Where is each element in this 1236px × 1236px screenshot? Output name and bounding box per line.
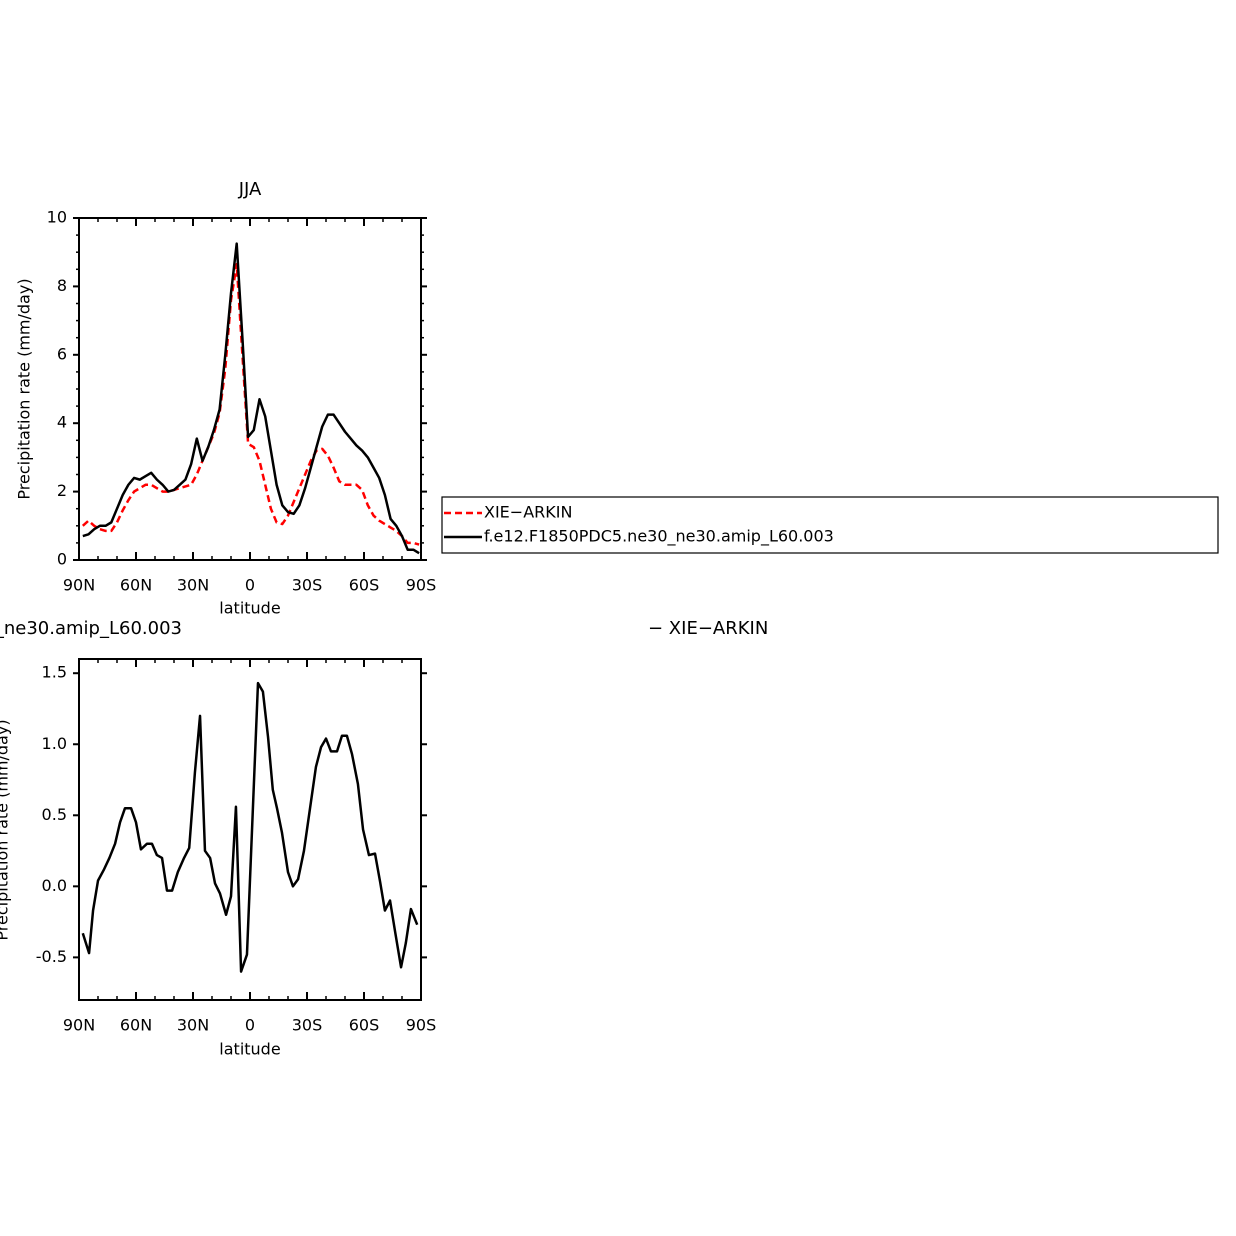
y-tick-label: 1.5 — [42, 663, 67, 682]
chart-title: JJA — [238, 179, 262, 200]
x-axis-label: latitude — [219, 599, 280, 618]
y-tick-label: 2 — [57, 481, 67, 500]
x-tick-label: 60N — [120, 576, 152, 595]
x-tick-label: 60S — [349, 576, 380, 595]
legend-box — [441, 496, 1219, 554]
x-tick-label: 90N — [63, 1016, 95, 1035]
y-tick-label: 10 — [47, 208, 67, 227]
y-tick-label: 6 — [57, 344, 67, 363]
legend-label: f.e12.F1850PDC5.ne30_ne30.amip_L60.003 — [484, 527, 834, 547]
x-tick-label: 30N — [177, 1016, 209, 1035]
y-tick-label: -0.5 — [36, 947, 67, 966]
y-axis-label: Precipitation rate (mm/day) — [15, 278, 34, 499]
x-tick-label: 0 — [245, 1016, 255, 1035]
plot-frame — [78, 658, 422, 1001]
y-tick-label: 0.0 — [42, 876, 67, 895]
x-tick-label: 60S — [349, 1016, 380, 1035]
x-tick-label: 30N — [177, 576, 209, 595]
data-line — [82, 242, 420, 555]
x-tick-label: 90S — [406, 1016, 437, 1035]
y-tick-label: 1.0 — [42, 734, 67, 753]
right-title: − XIE−ARKIN — [648, 618, 768, 639]
y-tick-label: 0.5 — [42, 805, 67, 824]
x-tick-label: 30S — [292, 576, 323, 595]
x-tick-label: 30S — [292, 1016, 323, 1035]
y-axis-label: Precipitation rate (mm/day) — [0, 719, 12, 940]
y-tick-label: 8 — [57, 276, 67, 295]
x-tick-label: 0 — [245, 576, 255, 595]
x-tick-label: 60N — [120, 1016, 152, 1035]
x-tick-label: 90S — [406, 576, 437, 595]
x-tick-label: 90N — [63, 576, 95, 595]
data-line — [81, 262, 420, 546]
left-title: f.e12.F1850PDC5.ne30_ne30.amip_L60.003 — [0, 618, 182, 639]
x-axis-label: latitude — [219, 1040, 280, 1059]
y-tick-label: 4 — [57, 413, 67, 432]
data-line — [81, 681, 419, 973]
y-tick-label: 0 — [57, 550, 67, 569]
legend-label: XIE−ARKIN — [484, 503, 572, 522]
